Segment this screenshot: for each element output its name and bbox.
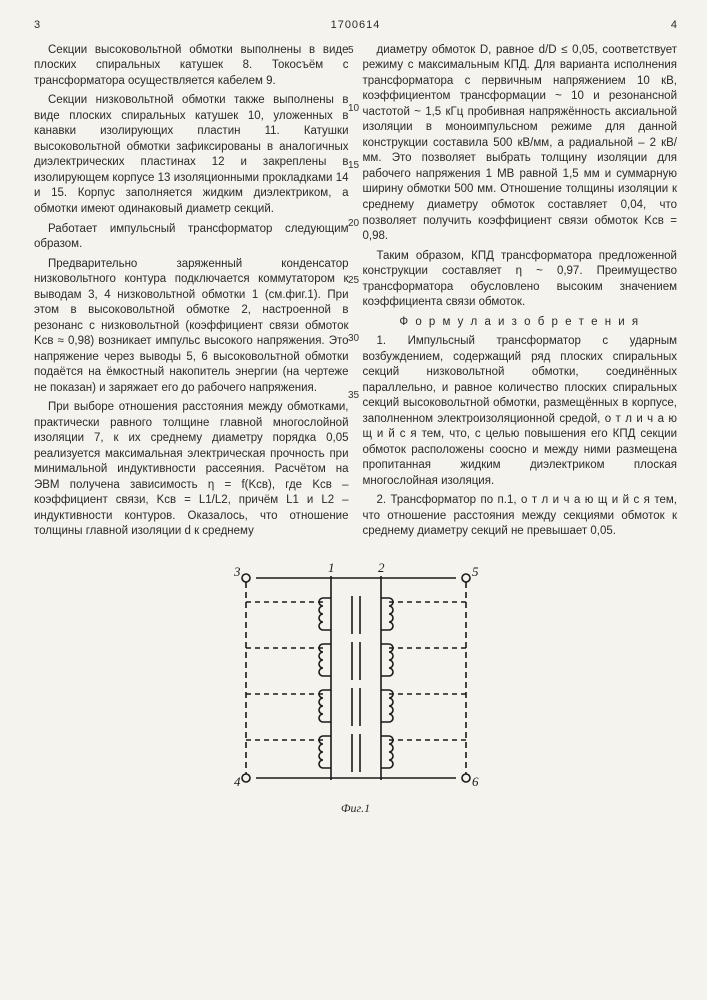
page-number-right: 4 <box>671 18 677 33</box>
page-header: 3 1700614 4 <box>34 18 677 33</box>
page: 3 1700614 4 5 10 15 20 25 30 35 Секции в… <box>0 0 707 1000</box>
winding-1-label: 1 <box>328 560 335 575</box>
winding-2-label: 2 <box>378 560 385 575</box>
paragraph: диаметру обмоток D, равное d/D ≤ 0,05, с… <box>363 43 678 245</box>
left-column: Секции высоковольтной обмотки выполнены … <box>34 43 349 544</box>
line-number: 10 <box>348 102 359 116</box>
paragraph: При выборе отношения расстояния между об… <box>34 400 349 540</box>
terminal-6-label: 6 <box>472 774 479 789</box>
line-number: 15 <box>348 159 359 173</box>
figure-caption: Фиг.1 <box>206 800 506 816</box>
line-number: 30 <box>348 332 359 346</box>
line-number: 35 <box>348 389 359 403</box>
line-number: 20 <box>348 217 359 231</box>
paragraph: Предварительно заряженный конденсатор ни… <box>34 257 349 397</box>
paragraph: Секции низковольтной обмотки также выпол… <box>34 93 349 217</box>
line-number: 5 <box>348 44 359 58</box>
line-number: 25 <box>348 274 359 288</box>
right-column: диаметру обмоток D, равное d/D ≤ 0,05, с… <box>363 43 678 544</box>
claims-heading: Ф о р м у л а и з о б р е т е н и я <box>363 315 678 331</box>
claim: 2. Трансформатор по п.1, о т л и ч а ю щ… <box>363 493 678 540</box>
terminal-3-label: 3 <box>233 564 241 579</box>
page-number-left: 3 <box>34 18 40 33</box>
terminal-5-label: 5 <box>472 564 479 579</box>
paragraph: Таким образом, КПД трансформатора предло… <box>363 249 678 311</box>
claim: 1. Импульсный трансформатор с ударным во… <box>363 334 678 489</box>
paragraph: Секции высоковольтной обмотки выполнены … <box>34 43 349 90</box>
line-number-gutter: 5 10 15 20 25 30 35 <box>348 44 359 403</box>
schematic-svg: 3 4 5 6 1 2 <box>206 558 506 798</box>
figure-1: 3 4 5 6 1 2 Фиг.1 <box>206 558 506 816</box>
document-number: 1700614 <box>331 18 381 33</box>
paragraph: Работает импульсный трансформатор следую… <box>34 222 349 253</box>
terminal-4-label: 4 <box>234 774 241 789</box>
